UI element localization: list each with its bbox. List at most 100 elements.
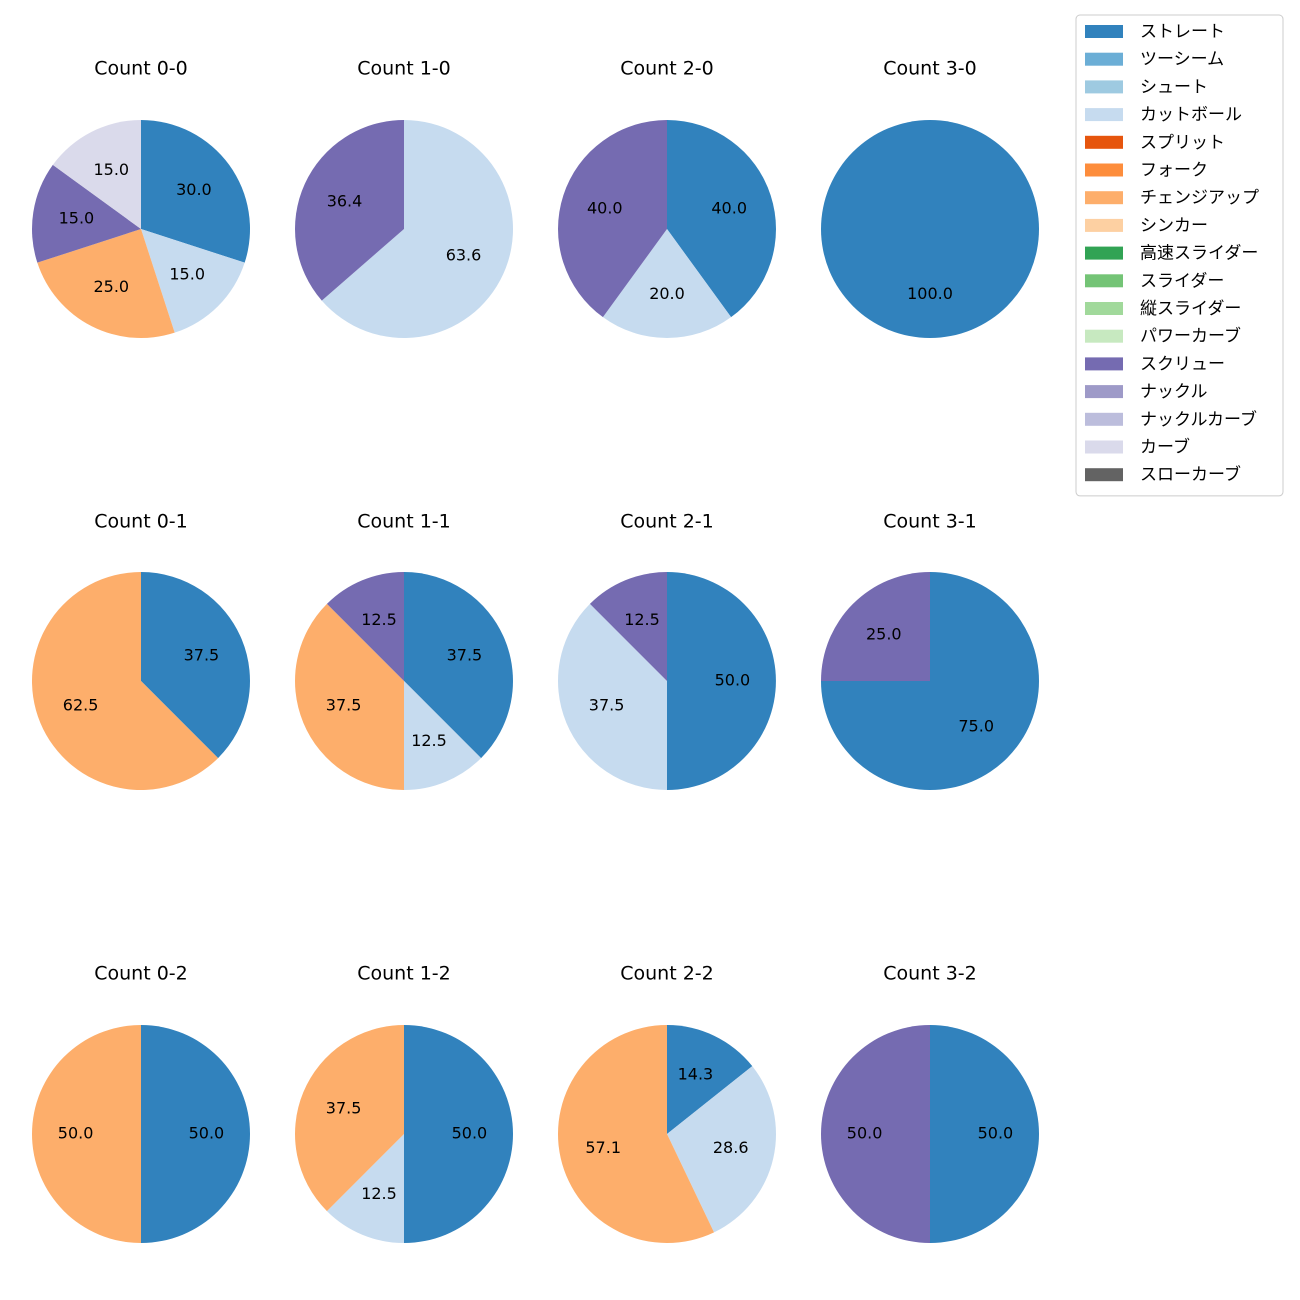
legend-item: カーブ [1085, 437, 1190, 458]
legend-label: スライダー [1140, 271, 1224, 291]
legend-swatch [1085, 246, 1123, 260]
pie-slice-label: 50.0 [452, 1124, 488, 1143]
legend-swatch [1085, 163, 1123, 177]
pie-slice-label: 50.0 [189, 1124, 225, 1143]
pie-slice [326, 1134, 404, 1243]
legend-item: ストレート [1085, 22, 1225, 42]
legend-label: ナックル [1140, 382, 1208, 402]
pie-title: Count 0-1 [94, 511, 188, 533]
pie-slice [667, 120, 776, 318]
legend-label: ストレート [1140, 22, 1225, 42]
pie-title: Count 0-0 [94, 58, 188, 80]
legend-item: スローカーブ [1085, 464, 1241, 485]
legend-swatch [1085, 191, 1123, 205]
pie-slice-label: 50.0 [978, 1124, 1014, 1143]
legend-label: 縦スライダー [1140, 299, 1241, 319]
pie-slice [31, 164, 141, 263]
pie-slice [31, 572, 219, 790]
pie-slice [667, 1066, 776, 1233]
pie-slice [295, 603, 404, 790]
legend-item: ツーシーム [1085, 50, 1224, 70]
pie-slice-label: 14.3 [678, 1065, 714, 1084]
pie-slice-label: 57.1 [585, 1138, 621, 1157]
pie-title: Count 3-2 [883, 963, 977, 985]
pie-count-0-2: Count 0-2 50.0 50.0 [32, 963, 250, 1243]
pie-count-2-2: Count 2-2 14.3 28.6 57.1 [557, 963, 776, 1243]
pie-slice-label: 20.0 [649, 284, 685, 303]
pie-slice [557, 1025, 715, 1243]
pie-slice [295, 120, 404, 301]
pie-title: Count 2-1 [620, 511, 714, 533]
pie-title: Count 1-1 [357, 511, 451, 533]
legend-label: カーブ [1140, 437, 1190, 458]
pie-slice-label: 12.5 [361, 1184, 397, 1203]
pie-slice-label: 37.5 [184, 646, 220, 665]
pie-slice [321, 120, 514, 338]
pie-count-3-1: Count 3-1 75.0 25.0 [821, 511, 1039, 790]
pie-slice [141, 229, 245, 333]
legend-item: スプリット [1085, 133, 1225, 153]
legend-label: チェンジアップ [1140, 188, 1259, 208]
pie-slice-label: 50.0 [715, 671, 751, 690]
pie-slice [404, 1025, 513, 1243]
pie-slice-label: 37.5 [326, 1099, 362, 1118]
legend-swatch [1085, 302, 1123, 315]
legend-frame [1075, 14, 1284, 497]
pie-title: Count 3-0 [883, 58, 977, 80]
pie-title: Count 1-0 [357, 58, 451, 80]
pie-slice-label: 30.0 [176, 180, 212, 199]
pie-slice-label: 37.5 [447, 646, 483, 665]
pie-slice [404, 572, 513, 759]
legend-item: ナックルカーブ [1085, 409, 1257, 430]
legend-label: シンカー [1140, 216, 1208, 236]
pie-slice [141, 1025, 250, 1243]
pie-slice [141, 572, 250, 759]
pie-slice-label: 63.6 [446, 246, 482, 265]
pie-slice [295, 1025, 404, 1212]
legend-label: カットボール [1140, 105, 1242, 125]
legend-label: スプリット [1140, 133, 1225, 153]
legend-label: ツーシーム [1140, 50, 1224, 70]
pie-count-1-1: Count 1-1 37.5 12.5 37.5 12.5 [295, 511, 513, 790]
legend-swatch [1085, 274, 1123, 288]
pie-count-2-0: Count 2-0 40.0 20.0 40.0 [558, 58, 776, 338]
pie-count-3-0: Count 3-0 100.0 [821, 58, 1039, 338]
pie-title: Count 3-1 [883, 511, 977, 533]
pie-count-0-1: Count 0-1 37.5 62.5 [31, 511, 250, 790]
legend-swatch [1085, 385, 1123, 399]
pie-count-1-2: Count 1-2 50.0 12.5 37.5 [295, 963, 513, 1243]
pie-slice-label: 40.0 [711, 198, 747, 217]
legend-swatch [1085, 25, 1123, 38]
legend-swatch [1085, 357, 1123, 371]
pie-slice [404, 681, 482, 790]
pie-slice-label: 36.4 [327, 191, 363, 210]
legend-item: パワーカーブ [1085, 326, 1241, 347]
pie-count-2-1: Count 2-1 50.0 37.5 12.5 [558, 511, 776, 790]
pie-title: Count 0-2 [94, 963, 188, 985]
pie-slice-label: 15.0 [93, 160, 129, 179]
legend-item: シュート [1085, 77, 1208, 97]
legend-item: 縦スライダー [1085, 299, 1241, 319]
pie-slice [37, 229, 175, 339]
pie-slice [821, 120, 1039, 338]
legend-item: スクリュー [1085, 354, 1225, 374]
pie-slice-label: 12.5 [411, 731, 447, 750]
legend-swatch [1085, 80, 1123, 94]
legend-swatch [1085, 440, 1123, 454]
pie-slice-label: 62.5 [63, 696, 99, 715]
pie-slice [558, 120, 667, 318]
pie-slice-label: 25.0 [866, 624, 902, 643]
legend: ストレートツーシームシュートカットボールスプリットフォークチェンジアップシンカー… [1075, 14, 1284, 497]
pie-slice-label: 25.0 [93, 277, 129, 296]
legend-label: パワーカーブ [1140, 326, 1241, 347]
pie-slice-label: 100.0 [907, 284, 953, 303]
legend-item: ナックル [1085, 382, 1208, 402]
pie-slice-label: 37.5 [326, 696, 362, 715]
legend-item: スライダー [1085, 271, 1224, 291]
legend-item: カットボール [1085, 105, 1242, 125]
legend-item: フォーク [1085, 161, 1208, 181]
pie-slice-label: 28.6 [713, 1138, 749, 1157]
pie-slice-label: 12.5 [624, 610, 660, 629]
pie-slice-label: 50.0 [847, 1124, 883, 1143]
